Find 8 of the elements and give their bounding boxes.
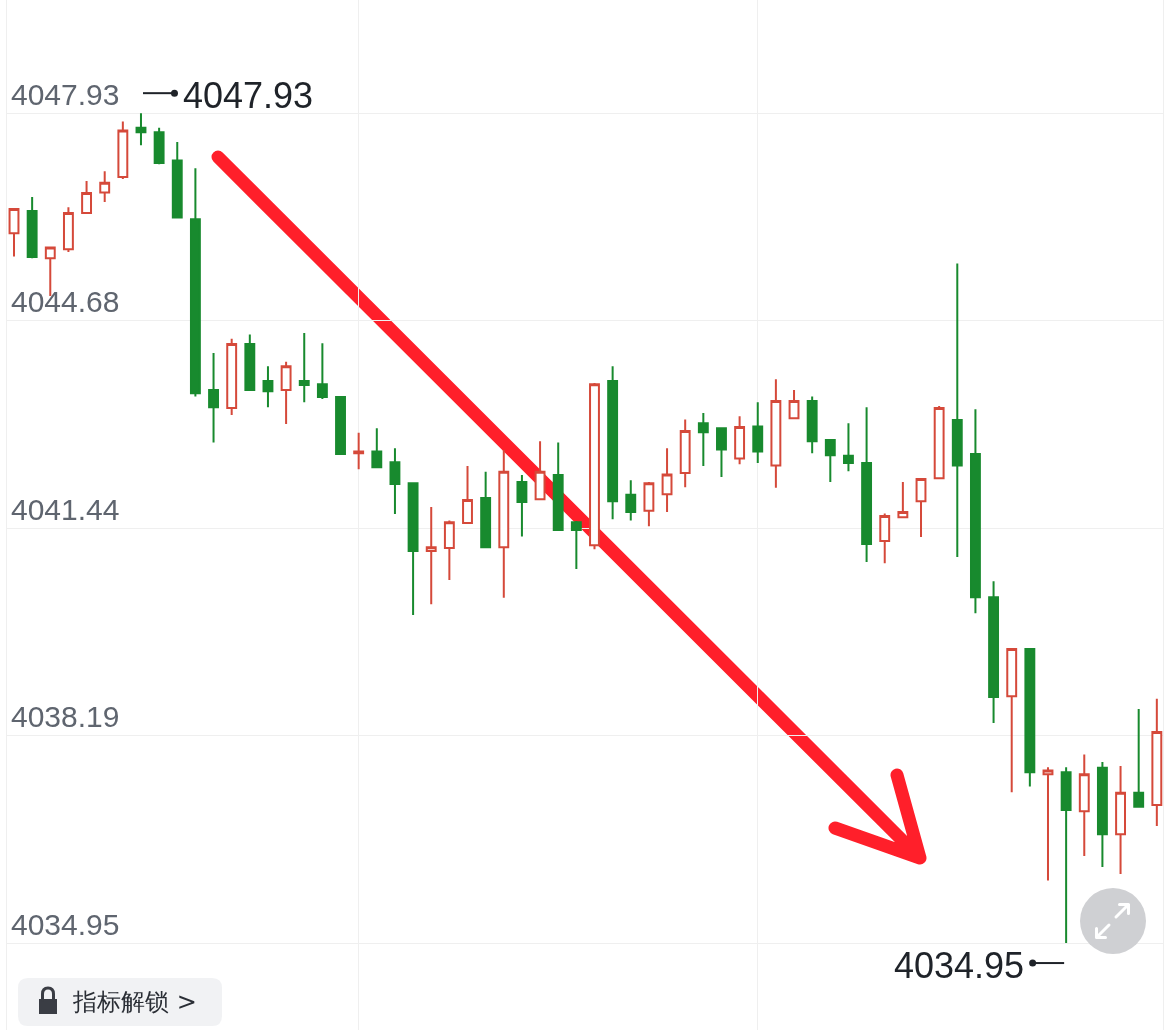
- annotation: 4047.93: [183, 75, 314, 116]
- y-tick-label: 4038.19: [11, 700, 120, 734]
- y-tick-label: 4041.44: [11, 492, 120, 526]
- y-tick-label: 4044.68: [11, 285, 120, 319]
- y-tick-label: 4047.93: [11, 77, 120, 111]
- y-tick-label: 4034.95: [11, 907, 120, 941]
- annotation: 4034.95: [894, 945, 1025, 986]
- annotation: 指标解锁 >: [72, 988, 197, 1016]
